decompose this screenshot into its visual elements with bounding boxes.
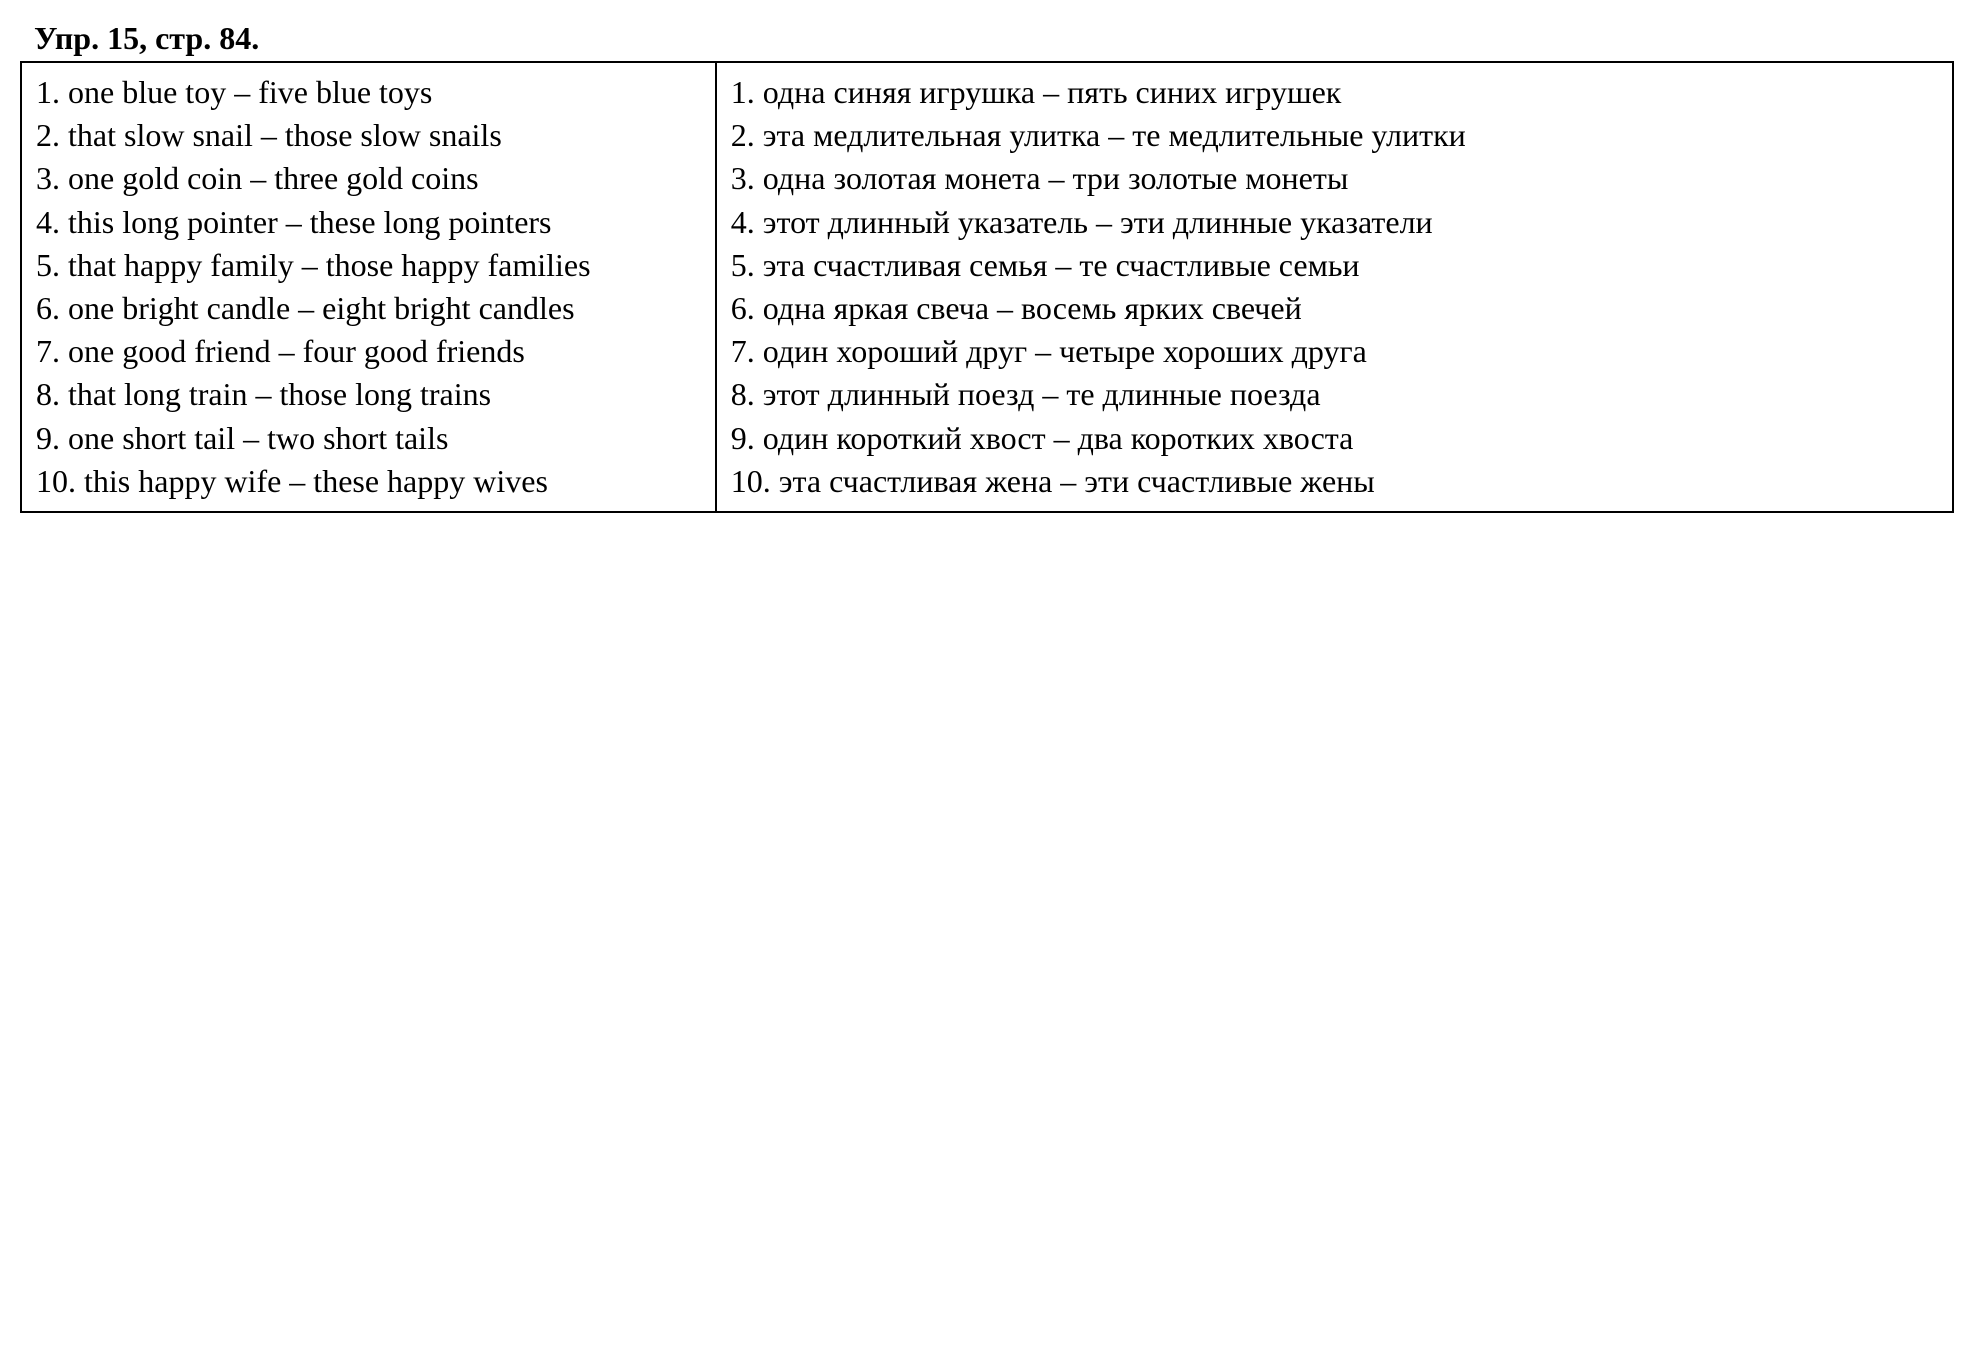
russian-item: 4. этот длинный указатель – эти длинные … <box>731 201 1938 244</box>
russian-item: 2. эта медлительная улитка – те медлител… <box>731 114 1938 157</box>
russian-item: 6. одна яркая свеча – восемь ярких свече… <box>731 287 1938 330</box>
english-item: 5. that happy family – those happy famil… <box>36 244 701 287</box>
english-item: 3. one gold coin – three gold coins <box>36 157 701 200</box>
english-item: 9. one short tail – two short tails <box>36 417 701 460</box>
english-item: 6. one bright candle – eight bright cand… <box>36 287 701 330</box>
russian-item: 10. эта счастливая жена – эти счастливые… <box>731 460 1938 503</box>
russian-item: 5. эта счастливая семья – те счастливые … <box>731 244 1938 287</box>
russian-item: 8. этот длинный поезд – те длинные поезд… <box>731 373 1938 416</box>
english-item: 10. this happy wife – these happy wives <box>36 460 701 503</box>
english-column: 1. one blue toy – five blue toys 2. that… <box>22 63 717 511</box>
russian-item: 7. один хороший друг – четыре хороших др… <box>731 330 1938 373</box>
exercise-header: Упр. 15, стр. 84. <box>20 20 1954 57</box>
translation-table: 1. one blue toy – five blue toys 2. that… <box>20 61 1954 513</box>
english-item: 7. one good friend – four good friends <box>36 330 701 373</box>
english-item: 2. that slow snail – those slow snails <box>36 114 701 157</box>
russian-column: 1. одна синяя игрушка – пять синих игруш… <box>717 63 1952 511</box>
russian-item: 3. одна золотая монета – три золотые мон… <box>731 157 1938 200</box>
english-item: 1. one blue toy – five blue toys <box>36 71 701 114</box>
russian-item: 1. одна синяя игрушка – пять синих игруш… <box>731 71 1938 114</box>
english-item: 4. this long pointer – these long pointe… <box>36 201 701 244</box>
english-item: 8. that long train – those long trains <box>36 373 701 416</box>
russian-item: 9. один короткий хвост – два коротких хв… <box>731 417 1938 460</box>
